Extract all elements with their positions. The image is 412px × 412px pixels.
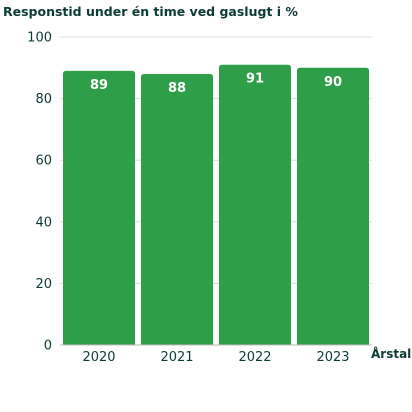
data-label: 88: [168, 81, 186, 96]
bar-2021: [141, 73, 213, 346]
bar-2020: [63, 70, 135, 345]
y-tick-label: 60: [35, 154, 52, 169]
data-label: 89: [90, 78, 108, 93]
x-tick-label: 2020: [82, 350, 115, 365]
x-tick-label: 2022: [238, 350, 271, 365]
x-axis-label: Årstal: [371, 346, 411, 361]
bar-2023: [297, 67, 369, 346]
y-tick-label: 20: [35, 277, 52, 292]
bar-2022: [219, 64, 291, 345]
x-tick-label: 2021: [160, 350, 193, 365]
chart-title: Responstid under én time ved gaslugt i %: [3, 4, 298, 19]
data-label: 90: [324, 75, 342, 90]
y-tick-label: 40: [35, 215, 52, 230]
data-label: 91: [246, 72, 264, 87]
y-tick-label: 80: [35, 92, 52, 107]
y-tick-label: 100: [27, 31, 52, 46]
y-tick-label: 0: [44, 339, 52, 354]
x-tick-label: 2023: [316, 350, 349, 365]
